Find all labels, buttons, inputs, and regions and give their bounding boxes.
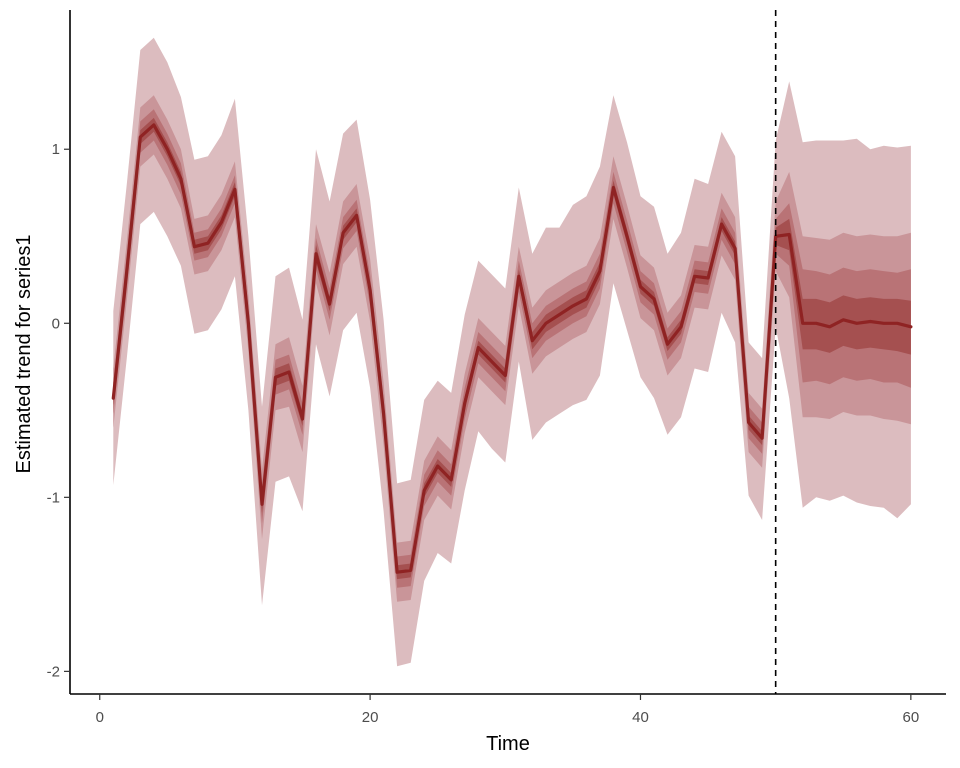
y-tick-label: -1 [47, 489, 60, 506]
x-axis-ticks: 0 20 40 60 [96, 694, 920, 726]
y-axis-title: Estimated trend for series1 [13, 235, 35, 474]
x-tick-label: 40 [632, 709, 649, 726]
y-axis-ticks: -2 -1 0 1 [47, 141, 70, 680]
y-tick-label: 1 [52, 141, 60, 158]
x-tick-label: 20 [362, 709, 379, 726]
y-tick-label: -2 [47, 663, 60, 680]
y-tick-label: 0 [52, 315, 60, 332]
band-2 [113, 95, 911, 602]
plot-bands [113, 37, 911, 667]
median-trend-line [111, 123, 913, 574]
x-axis-title: Time [486, 733, 530, 755]
x-tick-label: 0 [96, 709, 104, 726]
x-tick-label: 60 [903, 709, 920, 726]
